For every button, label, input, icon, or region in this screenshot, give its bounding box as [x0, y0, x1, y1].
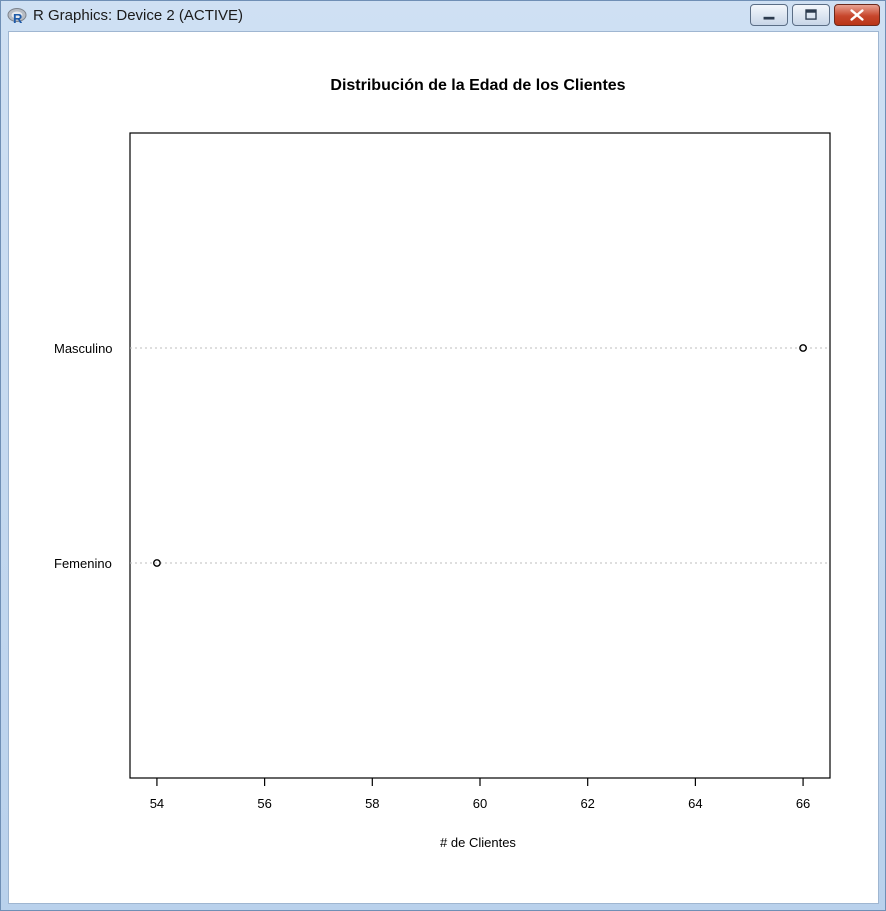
- chart-title: Distribución de la Edad de los Clientes: [330, 77, 625, 94]
- close-button[interactable]: [834, 4, 880, 26]
- close-icon: [850, 9, 864, 21]
- category-label: Femenino: [54, 556, 112, 571]
- x-tick-label: 56: [257, 796, 271, 811]
- x-tick-label: 60: [473, 796, 487, 811]
- plot-canvas: Distribución de la Edad de los Clientes …: [8, 31, 879, 904]
- title-bar[interactable]: R R Graphics: Device 2 (ACTIVE): [1, 1, 885, 31]
- x-tick-label: 54: [150, 796, 164, 811]
- maximize-button[interactable]: [792, 4, 830, 26]
- x-axis-label: # de Clientes: [440, 835, 516, 850]
- x-tick-label: 64: [688, 796, 702, 811]
- data-point: [799, 344, 807, 352]
- svg-text:R: R: [13, 11, 23, 25]
- x-tick-label: 66: [796, 796, 810, 811]
- maximize-icon: [805, 9, 817, 20]
- minimize-icon: [763, 16, 775, 20]
- category-label: Masculino: [54, 341, 113, 356]
- x-tick-label: 58: [365, 796, 379, 811]
- r-logo-icon: R: [7, 8, 27, 25]
- plot-frame: [129, 132, 831, 779]
- x-tick-label: 62: [580, 796, 594, 811]
- dotchart: Distribución de la Edad de los Clientes …: [54, 77, 831, 850]
- minimize-button[interactable]: [750, 4, 788, 26]
- data-point: [153, 559, 161, 567]
- window-title: R Graphics: Device 2 (ACTIVE): [33, 7, 244, 24]
